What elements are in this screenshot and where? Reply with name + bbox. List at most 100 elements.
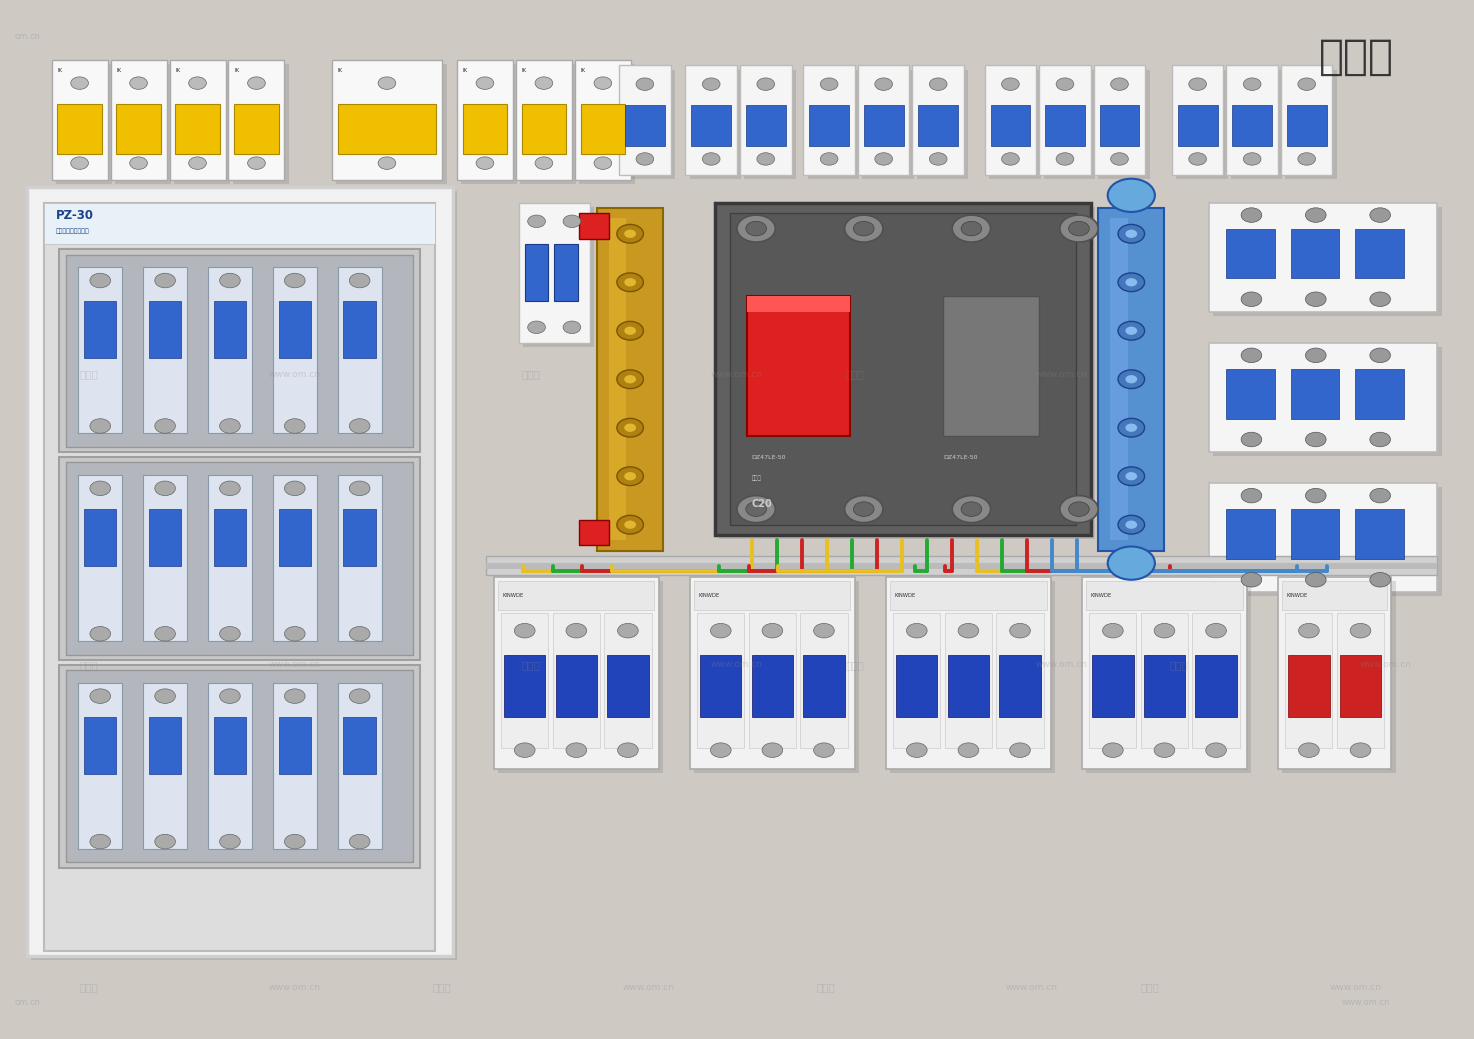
Text: www.om.cn: www.om.cn <box>268 661 321 669</box>
Circle shape <box>90 419 111 433</box>
Text: 欧模网: 欧模网 <box>817 982 834 992</box>
Bar <box>1172 65 1223 175</box>
Bar <box>66 670 413 862</box>
Circle shape <box>284 481 305 496</box>
Text: www.om.cn: www.om.cn <box>1035 661 1088 669</box>
Bar <box>84 301 116 358</box>
Bar <box>1291 229 1340 278</box>
Bar <box>579 64 635 184</box>
Text: 电力用: 电力用 <box>752 475 762 481</box>
Bar <box>208 267 252 433</box>
Bar <box>27 187 453 956</box>
Text: IK: IK <box>116 69 121 73</box>
Bar <box>719 207 1095 539</box>
Circle shape <box>625 424 637 432</box>
Bar <box>214 717 246 774</box>
Circle shape <box>820 153 837 165</box>
Text: PZ-30: PZ-30 <box>56 209 94 221</box>
Bar <box>943 296 1039 436</box>
Bar <box>809 105 849 146</box>
Circle shape <box>820 78 837 90</box>
Bar <box>501 613 548 748</box>
Circle shape <box>563 215 581 228</box>
Circle shape <box>90 627 111 641</box>
Circle shape <box>1055 153 1073 165</box>
Bar <box>336 64 447 184</box>
Bar <box>520 64 576 184</box>
Circle shape <box>1369 348 1390 363</box>
Bar <box>1209 483 1437 592</box>
Bar <box>57 104 102 154</box>
Bar <box>332 60 442 180</box>
Text: KINWDE: KINWDE <box>503 593 523 597</box>
Circle shape <box>737 215 775 242</box>
Circle shape <box>874 153 893 165</box>
Bar <box>1094 65 1145 175</box>
Circle shape <box>349 273 370 288</box>
Bar <box>1141 613 1188 748</box>
Text: 欧模网: 欧模网 <box>80 660 97 670</box>
Text: www.om.cn: www.om.cn <box>1341 998 1390 1007</box>
Circle shape <box>1306 208 1327 222</box>
Circle shape <box>155 627 175 641</box>
Bar <box>143 683 187 849</box>
Circle shape <box>625 521 637 529</box>
Circle shape <box>1117 515 1144 534</box>
Text: IK: IK <box>581 69 585 73</box>
Text: DZ47LE-50: DZ47LE-50 <box>752 455 786 459</box>
Bar <box>174 64 230 184</box>
Bar <box>66 255 413 447</box>
Bar <box>740 65 792 175</box>
Circle shape <box>625 472 637 480</box>
Circle shape <box>1117 467 1144 485</box>
Circle shape <box>1241 572 1262 587</box>
Bar <box>996 613 1044 748</box>
Bar <box>948 655 989 717</box>
Bar <box>504 655 545 717</box>
Bar <box>1144 655 1185 717</box>
Text: www.om.cn: www.om.cn <box>1035 370 1088 378</box>
Bar <box>1098 208 1164 551</box>
Bar <box>1232 105 1272 146</box>
Bar <box>912 65 964 175</box>
Bar <box>1039 65 1091 175</box>
Circle shape <box>284 834 305 849</box>
Circle shape <box>618 419 643 437</box>
Circle shape <box>1369 572 1390 587</box>
Bar <box>747 296 850 312</box>
Bar <box>700 655 741 717</box>
Circle shape <box>845 215 883 242</box>
Bar <box>143 267 187 433</box>
Bar <box>624 70 675 179</box>
Circle shape <box>762 623 783 638</box>
Text: IK: IK <box>57 69 62 73</box>
Circle shape <box>618 370 643 389</box>
Circle shape <box>929 78 946 90</box>
Bar <box>746 105 786 146</box>
Bar <box>579 520 609 545</box>
Bar <box>44 203 435 951</box>
Bar <box>556 655 597 717</box>
Circle shape <box>618 623 638 638</box>
Bar <box>1285 613 1332 748</box>
Circle shape <box>377 157 395 169</box>
Bar <box>1340 655 1381 717</box>
Bar <box>214 509 246 566</box>
Text: www.om.cn: www.om.cn <box>710 370 764 378</box>
Circle shape <box>220 481 240 496</box>
Circle shape <box>1069 221 1089 236</box>
Text: om.cn: om.cn <box>15 32 41 41</box>
Bar <box>175 104 220 154</box>
Circle shape <box>1154 743 1175 757</box>
Circle shape <box>284 689 305 703</box>
Bar <box>625 105 665 146</box>
Circle shape <box>1306 488 1327 503</box>
Circle shape <box>625 326 637 335</box>
Bar <box>1291 509 1340 559</box>
Bar <box>523 207 594 347</box>
Text: www.om.cn: www.om.cn <box>1359 661 1412 669</box>
Bar <box>494 577 659 769</box>
Circle shape <box>130 157 147 169</box>
Bar <box>685 65 737 175</box>
Bar <box>808 70 859 179</box>
